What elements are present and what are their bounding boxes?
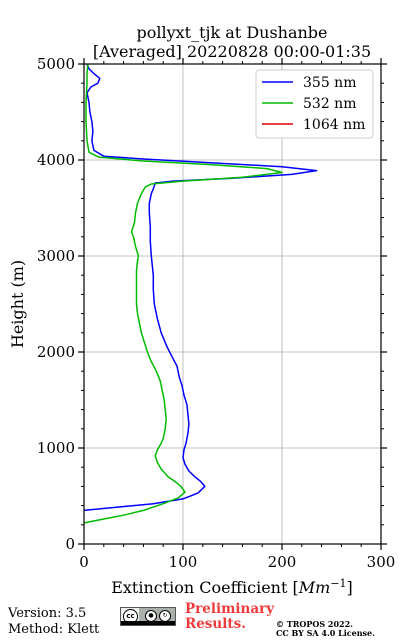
legend-box — [255, 69, 374, 139]
y-tick-label-0: 0 — [65, 535, 75, 553]
x-tick-label-3: 300 — [367, 553, 396, 571]
cc-badge-strip — [121, 621, 175, 625]
x-tick-label-1: 100 — [169, 553, 198, 571]
x-tick-label-0: 0 — [79, 553, 89, 571]
by-icon: ● — [145, 610, 157, 622]
footer-version-block: Version: 3.5 Method: Klett — [8, 606, 99, 638]
y-tick-label-2: 2000 — [37, 343, 75, 361]
copyright-notice: © TROPOS 2022. CC BY SA 4.0 License. — [276, 620, 375, 638]
x-axis-label: Extinction Coefficient [Mm−1] — [111, 577, 353, 597]
chart-figure: pollyxt_tjk at Dushanbe [Averaged] 20220… — [8, 23, 396, 597]
y-axis-label: Height (m) — [8, 260, 27, 348]
y-tick-label-1: 1000 — [37, 439, 75, 457]
version-text: Version: 3.5 — [8, 606, 87, 621]
copyright-line-1: © TROPOS 2022. — [276, 619, 353, 629]
legend-label-0: 355 nm — [303, 75, 356, 91]
preliminary-line-2: Results. — [185, 616, 246, 632]
series-layer — [83, 63, 318, 524]
preliminary-line-1: Preliminary — [185, 601, 275, 617]
method-text: Method: Klett — [8, 622, 100, 637]
legend-label-2: 1064 nm — [303, 117, 365, 133]
series-line-532-nm — [83, 63, 283, 524]
legend-label-1: 532 nm — [303, 96, 356, 112]
series-line-355-nm — [83, 63, 318, 512]
plot-frame — [83, 63, 382, 545]
cc-badge-left-panel: cc — [121, 608, 139, 625]
legend: 355 nm 532 nm 1064 nm — [255, 69, 374, 139]
copyright-line-2: CC BY SA 4.0 License. — [276, 628, 375, 638]
x-tick-label-2: 200 — [268, 553, 297, 571]
chart-title-line-2: [Averaged] 20220828 00:00-01:35 — [93, 42, 371, 61]
chart-title-line-1: pollyxt_tjk at Dushanbe — [136, 23, 327, 42]
y-tick-label-5: 5000 — [37, 55, 75, 73]
preliminary-notice: Preliminary Results. — [185, 602, 274, 632]
y-tick-label-4: 4000 — [37, 151, 75, 169]
cc-license-badge: cc ● ↻ — [120, 607, 176, 626]
y-tick-label-3: 3000 — [37, 247, 75, 265]
